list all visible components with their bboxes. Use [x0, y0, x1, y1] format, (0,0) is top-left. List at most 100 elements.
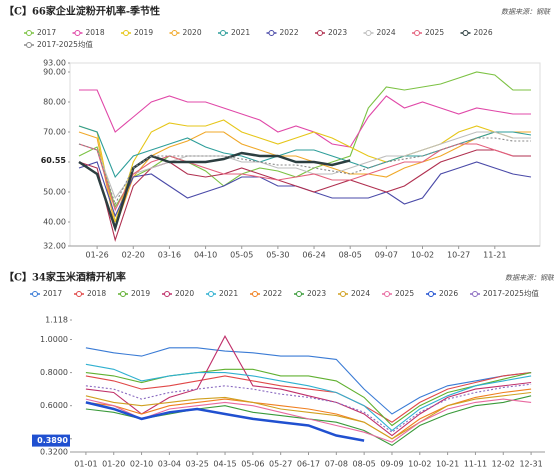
series-line — [78, 151, 351, 233]
legend-dot — [26, 42, 32, 48]
source-note: 数据来源：钢联 — [501, 8, 551, 16]
x-tick-label: 05-27 — [269, 460, 292, 469]
x-tick-label: 10-02 — [411, 251, 434, 260]
series-line — [85, 398, 532, 443]
legend-label: 2019 — [134, 28, 153, 37]
x-tick-label: 10-27 — [447, 251, 470, 260]
series-line — [85, 347, 532, 415]
legend-dot — [296, 291, 302, 297]
source-note: 数据来源：钢联 — [505, 274, 554, 282]
series-line — [78, 143, 514, 212]
legend-dot — [414, 30, 420, 36]
series-line — [85, 388, 532, 440]
x-tick-label: 04-15 — [213, 460, 236, 469]
legend-label: 2018 — [86, 28, 105, 37]
x-tick-label: 01-20 — [102, 460, 125, 469]
legend-dot — [208, 291, 214, 297]
y-tick-label: 50.00 — [43, 188, 66, 197]
chart-title: 【C】66家企业淀粉开机率-季节性 — [4, 5, 160, 18]
x-tick-label: 09-07 — [375, 251, 398, 260]
x-tick-label: 05-30 — [266, 251, 289, 260]
x-tick-label: 03-16 — [158, 251, 181, 260]
series-line — [78, 119, 531, 223]
x-tick-label: 03-25 — [186, 460, 209, 469]
legend-dot — [26, 30, 32, 36]
x-tick-label: 11-21 — [483, 251, 506, 260]
legend-dot — [164, 291, 170, 297]
legend-label: 2026 — [474, 28, 493, 37]
y-tick-label: 1.118 — [45, 316, 68, 325]
y-tick-label: 90.00 — [43, 68, 66, 77]
legend-dot — [74, 30, 81, 36]
legend-dot — [384, 291, 390, 297]
series-line — [78, 131, 531, 200]
legend-label: 2017-2025均值 — [37, 39, 93, 49]
x-tick-label: 03-04 — [158, 460, 181, 469]
x-tick-label: 08-05 — [353, 460, 376, 469]
y-tick-label: 70.00 — [43, 128, 66, 137]
legend-label: 2018 — [87, 289, 106, 298]
x-tick-label: 06-24 — [302, 251, 325, 260]
legend-label: 2026 — [439, 289, 458, 298]
legend-dot — [268, 30, 275, 36]
legend-label: 2025 — [395, 289, 414, 298]
legend-label: 2024 — [351, 289, 370, 298]
legend-dot — [32, 291, 38, 297]
series-line — [85, 383, 532, 433]
y-tick-label: 0.6000 — [40, 401, 68, 410]
x-tick-label: 05-05 — [230, 251, 253, 260]
y-tick-label: 0.3200 — [40, 448, 68, 457]
legend-dot — [171, 30, 178, 36]
legend-dot — [365, 30, 372, 36]
legend-label: 2023 — [328, 28, 347, 37]
legend-label: 2017 — [37, 28, 56, 37]
legend-label: 2023 — [307, 289, 326, 298]
series-line — [78, 71, 531, 209]
x-tick-label: 05-06 — [241, 460, 264, 469]
legend-dot — [462, 30, 469, 36]
current-value-box — [32, 434, 70, 447]
legend-label: 2022 — [280, 28, 299, 37]
y-tick-label: 80.00 — [43, 98, 66, 107]
series-line — [85, 391, 532, 440]
current-value-box — [32, 154, 68, 167]
x-tick-label: 07-08 — [325, 460, 348, 469]
legend-dot — [317, 30, 323, 36]
series-line — [85, 395, 532, 447]
series-line — [78, 131, 531, 231]
y-tick-label: 1.0000 — [40, 335, 68, 344]
legend-dot — [252, 291, 258, 297]
legend-label: 2017-2025均值 — [483, 288, 539, 298]
legend-label: 2024 — [377, 28, 396, 37]
legend-dot — [428, 291, 434, 297]
chart-title: 【C】34家玉米酒精开机率 — [4, 271, 126, 284]
series-line — [85, 363, 532, 432]
legend-label: 2025 — [425, 28, 444, 37]
y-tick-label: 0.8000 — [40, 368, 68, 377]
x-tick-label: 12-02 — [492, 460, 515, 469]
y-tick-label: 93.00 — [43, 59, 66, 68]
legend-label: 2021 — [231, 28, 250, 37]
legend-label: 2020 — [175, 289, 194, 298]
legend-dot — [123, 30, 129, 36]
legend-dot — [340, 291, 346, 297]
legend-dot — [120, 291, 126, 297]
x-tick-label: 02-10 — [130, 460, 153, 469]
x-tick-label: 01-26 — [85, 251, 108, 260]
series-line — [85, 401, 365, 442]
x-tick-label: 09-09 — [380, 460, 403, 469]
legend-label: 2019 — [131, 289, 150, 298]
x-tick-label: 11-11 — [464, 460, 487, 469]
series-line — [79, 89, 531, 148]
x-tick-label: 02-20 — [122, 251, 145, 260]
legend-label: 2020 — [183, 28, 202, 37]
x-tick-label: 12-31 — [519, 460, 542, 469]
frame — [69, 62, 541, 247]
series-line — [78, 137, 531, 206]
x-tick-label: 01-01 — [74, 460, 97, 469]
x-tick-label: 04-10 — [194, 251, 217, 260]
series-line — [85, 372, 532, 423]
legend-dot — [76, 291, 82, 297]
current-value-label: 0.3890 — [37, 436, 68, 445]
